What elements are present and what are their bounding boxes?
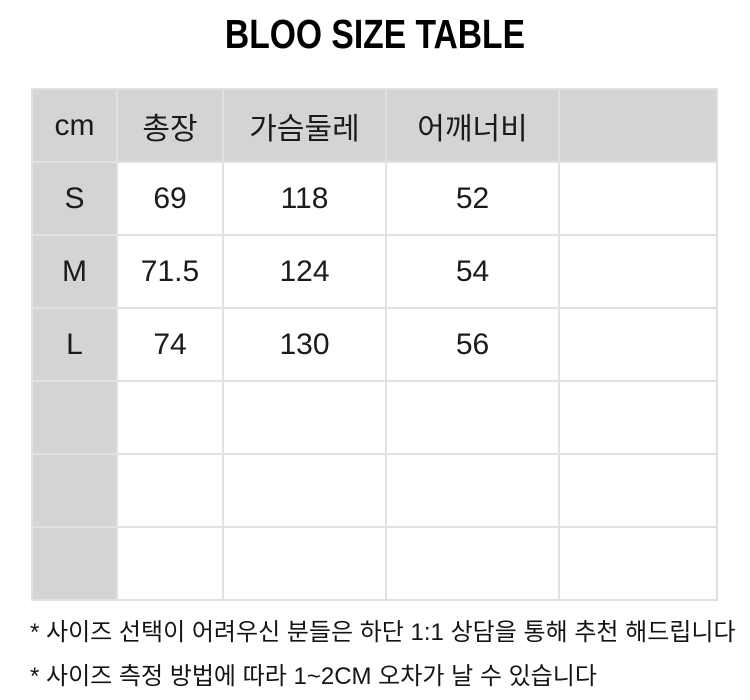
- size-value-blank: [116, 453, 224, 528]
- size-value-blank: [558, 380, 718, 455]
- size-label: M: [31, 234, 118, 309]
- size-label: L: [31, 307, 118, 382]
- size-value: 56: [385, 307, 560, 382]
- size-value: 130: [222, 307, 387, 382]
- size-value: 74: [116, 307, 224, 382]
- size-table: cm 총장 가슴둘레 어깨너비 S 69 118 52 M 71.5 124 5…: [31, 88, 718, 601]
- table-row-empty: [31, 380, 718, 455]
- size-value-blank: [222, 380, 387, 455]
- size-value-blank: [558, 234, 718, 309]
- size-value-blank: [222, 453, 387, 528]
- size-value: 124: [222, 234, 387, 309]
- footnote-measurement-tolerance: * 사이즈 측정 방법에 따라 1~2CM 오차가 날 수 있습니다: [30, 663, 597, 690]
- size-label: S: [31, 161, 118, 236]
- size-value: 69: [116, 161, 224, 236]
- size-value: 54: [385, 234, 560, 309]
- col-header-chest: 가슴둘레: [222, 88, 387, 163]
- size-value-blank: [116, 380, 224, 455]
- table-row-empty: [31, 526, 718, 601]
- size-value-blank: [385, 526, 560, 601]
- size-value: 118: [222, 161, 387, 236]
- size-value-blank: [385, 380, 560, 455]
- page-title: BLOO SIZE TABLE: [224, 11, 526, 57]
- table-row-empty: [31, 453, 718, 528]
- col-header-shoulder: 어깨너비: [385, 88, 560, 163]
- header-row: cm 총장 가슴둘레 어깨너비: [31, 88, 718, 163]
- size-value-blank: [222, 526, 387, 601]
- size-label: [31, 380, 118, 455]
- size-value-blank: [385, 453, 560, 528]
- col-header-blank: [558, 88, 718, 163]
- size-value-blank: [558, 526, 718, 601]
- footnote-size-recommendation: * 사이즈 선택이 어려우신 분들은 하단 1:1 상담을 통해 추천 해드립니…: [30, 619, 736, 646]
- size-value-blank: [116, 526, 224, 601]
- size-label: [31, 526, 118, 601]
- size-value-blank: [558, 307, 718, 382]
- table-row-m: M 71.5 124 54: [31, 234, 718, 309]
- title-bar: BLOO SIZE TABLE: [0, 0, 750, 58]
- col-header-unit: cm: [31, 88, 118, 163]
- table-row-l: L 74 130 56: [31, 307, 718, 382]
- size-label: [31, 453, 118, 528]
- table-row-s: S 69 118 52: [31, 161, 718, 236]
- size-value-blank: [558, 161, 718, 236]
- col-header-total-length: 총장: [116, 88, 224, 163]
- size-value: 71.5: [116, 234, 224, 309]
- size-value-blank: [558, 453, 718, 528]
- size-value: 52: [385, 161, 560, 236]
- footnotes: * 사이즈 선택이 어려우신 분들은 하단 1:1 상담을 통해 추천 해드립니…: [30, 618, 750, 692]
